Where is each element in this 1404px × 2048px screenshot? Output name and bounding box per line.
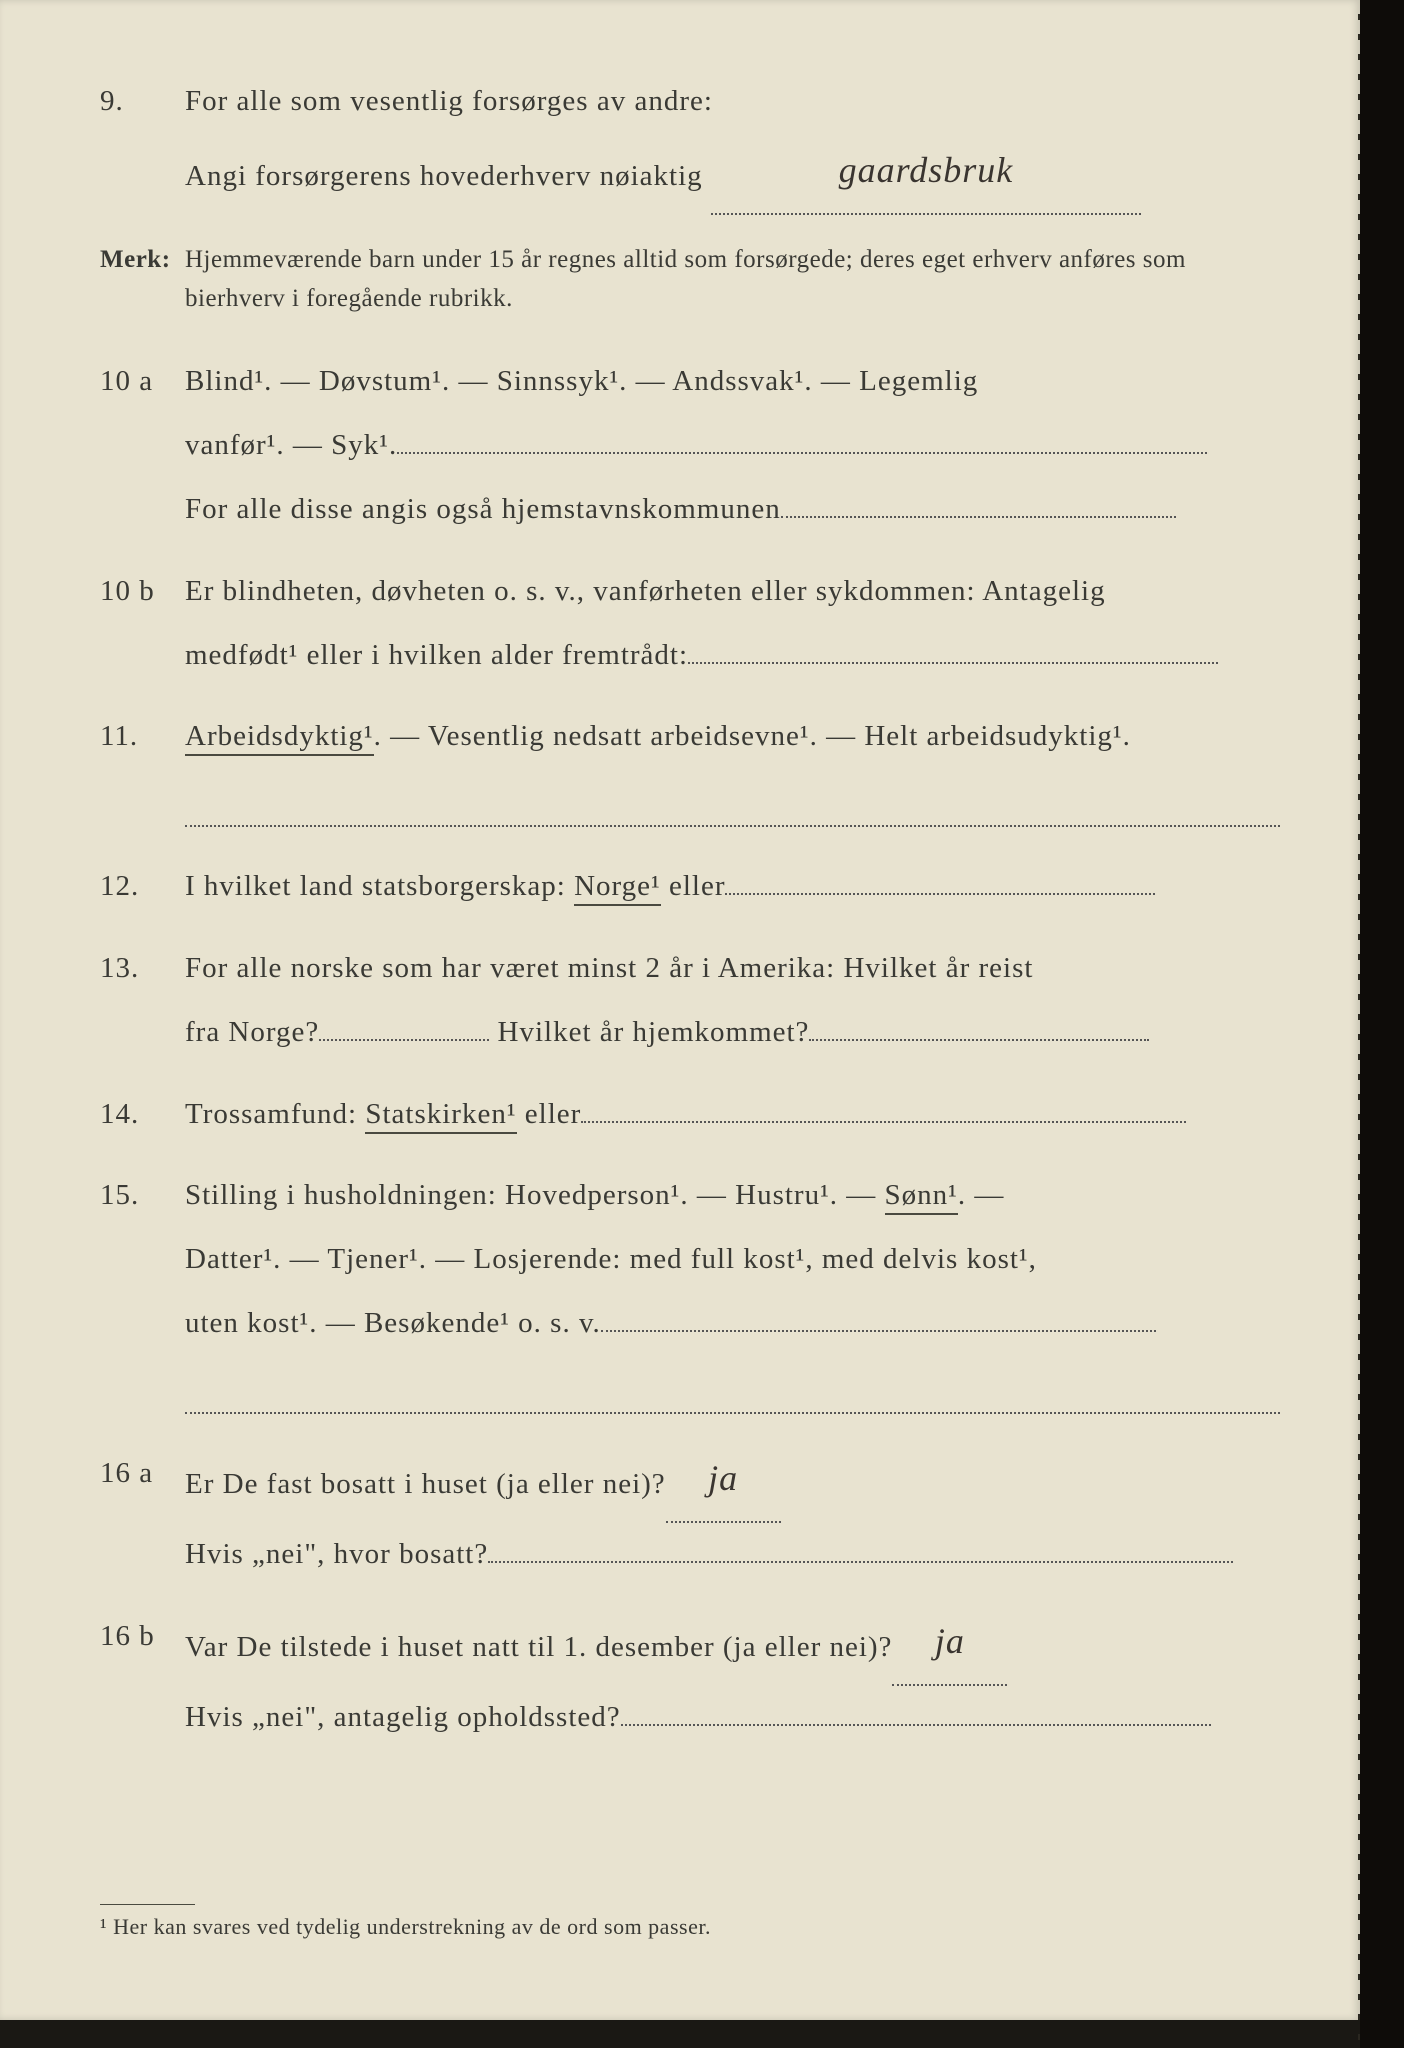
q10a-line1: Blind¹. — Døvstum¹. — Sinnssyk¹. — Andss… — [185, 350, 1280, 414]
q9-line1: For alle som vesentlig forsørges av andr… — [185, 70, 1280, 134]
merk-label: Merk: — [100, 241, 185, 319]
footnote-text: ¹ Her kan svares ved tydelig understrekn… — [100, 1914, 711, 1940]
q13-line1: For alle norske som har været minst 2 år… — [185, 937, 1280, 1001]
q10b-line2: medfødt¹ eller i hvilken alder fremtrådt… — [185, 639, 688, 671]
q15-blank-line — [185, 1411, 1280, 1414]
q16a-field1: ja — [666, 1442, 781, 1523]
q16b-field1: ja — [892, 1605, 1007, 1686]
q11-number: 11. — [100, 705, 185, 827]
q10a-field2 — [781, 516, 1176, 518]
q10b-field — [688, 662, 1218, 664]
q16a-field2 — [488, 1561, 1233, 1563]
q12-field — [725, 893, 1155, 895]
q11-blank-line — [185, 824, 1280, 827]
q14-selected: Statskirken¹ — [365, 1098, 516, 1134]
merk-text: Hjemmeværende barn under 15 år regnes al… — [185, 241, 1280, 319]
question-13: 13. For alle norske som har været minst … — [100, 937, 1280, 1065]
footnote-rule — [100, 1904, 195, 1905]
q11-rest: . — Vesentlig nedsatt arbeidsevne¹. — He… — [374, 720, 1131, 752]
question-11: 11. Arbeidsdyktig¹. — Vesentlig nedsatt … — [100, 705, 1280, 827]
q10b-number: 10 b — [100, 560, 185, 688]
q9-line2: Angi forsørgerens hovederhverv nøiaktig — [185, 160, 703, 192]
q10a-number: 10 a — [100, 350, 185, 541]
q9-handwritten: gaardsbruk — [839, 131, 1014, 210]
q15-line1a: Stilling i husholdningen: Hovedperson¹. … — [185, 1179, 885, 1211]
q11-selected: Arbeidsdyktig¹ — [185, 720, 374, 756]
q16b-hw: ja — [935, 1602, 965, 1681]
q9-number: 9. — [100, 70, 185, 215]
q14-text: Trossamfund: — [185, 1098, 365, 1130]
q10a-field — [397, 452, 1207, 454]
q16a-hw: ja — [708, 1439, 738, 1518]
question-16a: 16 a Er De fast bosatt i huset (ja eller… — [100, 1442, 1280, 1587]
page-right-edge — [1360, 0, 1404, 2048]
q13-field1 — [319, 1039, 489, 1041]
q10b-line1: Er blindheten, døvheten o. s. v., vanfør… — [185, 560, 1280, 624]
q16b-line2: Hvis „nei", antagelig opholdssted? — [185, 1701, 621, 1733]
question-9: 9. For alle som vesentlig forsørges av a… — [100, 70, 1280, 215]
q10a-line3: For alle disse angis også hjemstavnskomm… — [185, 493, 781, 525]
census-form-page: 9. For alle som vesentlig forsørges av a… — [0, 0, 1360, 2020]
question-10a: 10 a Blind¹. — Døvstum¹. — Sinnssyk¹. — … — [100, 350, 1280, 541]
question-15: 15. Stilling i husholdningen: Hovedperso… — [100, 1164, 1280, 1413]
q13-field2 — [809, 1039, 1149, 1041]
q15-field — [601, 1330, 1156, 1332]
q16b-field2 — [621, 1724, 1211, 1726]
note-merk: Merk: Hjemmeværende barn under 15 år reg… — [100, 241, 1280, 319]
footnote: ¹ Her kan svares ved tydelig understrekn… — [100, 1904, 711, 1940]
question-14: 14. Trossamfund: Statskirken¹ eller — [100, 1083, 1280, 1147]
q13-line2b: Hvilket år hjemkommet? — [498, 1016, 810, 1048]
q16b-number: 16 b — [100, 1605, 185, 1750]
q14-field — [581, 1121, 1186, 1123]
q13-number: 13. — [100, 937, 185, 1065]
q14-number: 14. — [100, 1083, 185, 1147]
q12-after: eller — [661, 870, 726, 902]
q12-selected: Norge¹ — [574, 870, 661, 906]
q10a-line2: vanfør¹. — Syk¹. — [185, 429, 397, 461]
q12-text: I hvilket land statsborgerskap: — [185, 870, 574, 902]
q15-line1b: . — — [958, 1179, 1005, 1211]
question-12: 12. I hvilket land statsborgerskap: Norg… — [100, 855, 1280, 919]
q9-answer-field: gaardsbruk — [711, 134, 1141, 215]
q12-number: 12. — [100, 855, 185, 919]
q16b-line1: Var De tilstede i huset natt til 1. dese… — [185, 1631, 892, 1663]
question-10b: 10 b Er blindheten, døvheten o. s. v., v… — [100, 560, 1280, 688]
q14-after: eller — [517, 1098, 582, 1130]
q15-line3: uten kost¹. — Besøkende¹ o. s. v. — [185, 1307, 601, 1339]
q13-line2a: fra Norge? — [185, 1016, 319, 1048]
q15-number: 15. — [100, 1164, 185, 1413]
q15-selected: Sønn¹ — [885, 1179, 958, 1215]
question-16b: 16 b Var De tilstede i huset natt til 1.… — [100, 1605, 1280, 1750]
q16a-number: 16 a — [100, 1442, 185, 1587]
q16a-line1: Er De fast bosatt i huset (ja eller nei)… — [185, 1468, 666, 1500]
q15-line2: Datter¹. — Tjener¹. — Losjerende: med fu… — [185, 1228, 1280, 1292]
q16a-line2: Hvis „nei", hvor bosatt? — [185, 1538, 488, 1570]
